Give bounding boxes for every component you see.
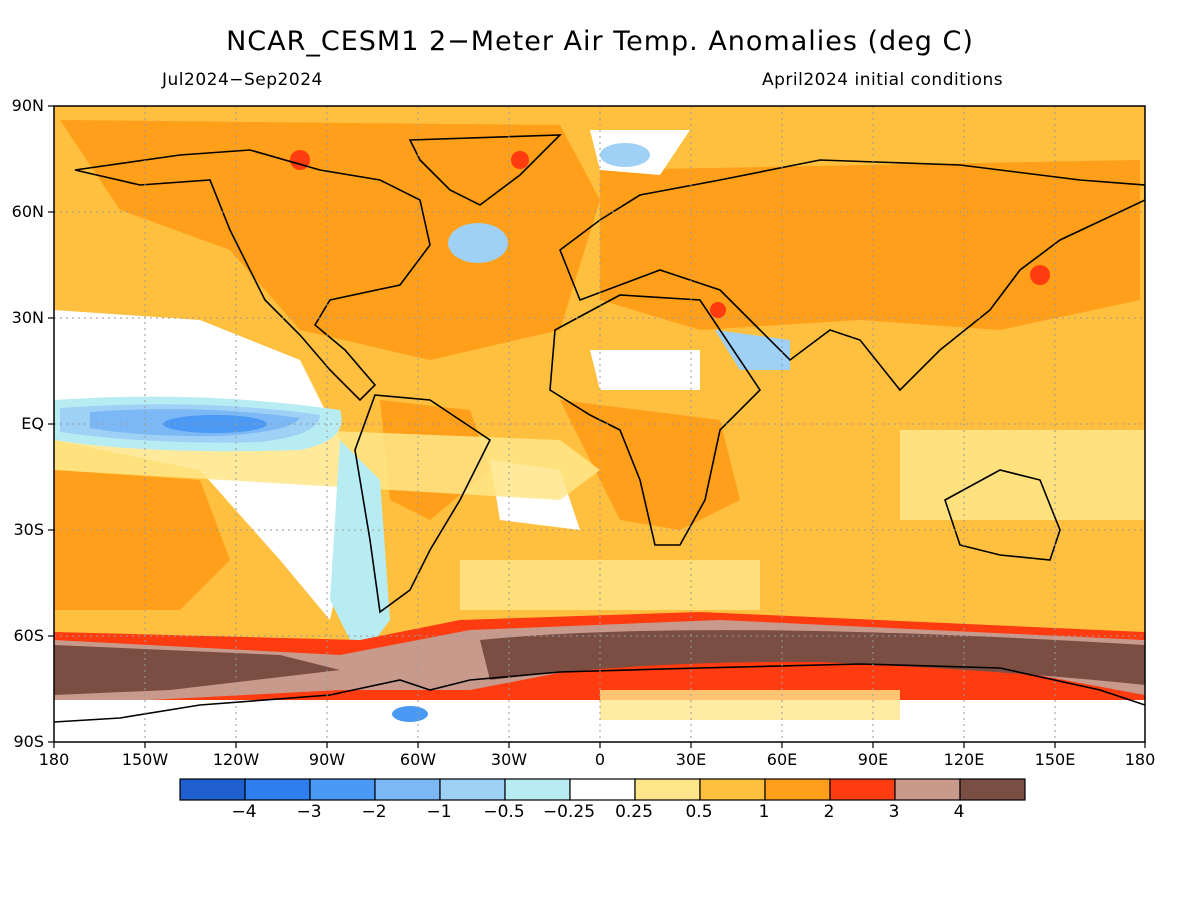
- lat-label-eq: EQ: [21, 414, 44, 433]
- lon-label-120e: 120E: [943, 750, 985, 769]
- anomaly-region: [448, 223, 508, 263]
- colorbar-label: −0.5: [483, 802, 525, 822]
- colorbar-swatch: [699, 778, 766, 801]
- colorbar-swatch: [374, 778, 441, 801]
- initial-conditions: April2024 initial conditions: [762, 70, 1004, 90]
- anomaly-region: [600, 143, 650, 167]
- anomaly-region: [600, 160, 1140, 330]
- anomaly-region: [330, 440, 390, 660]
- lat-label-60n: 60N: [11, 202, 44, 221]
- colorbar-label: 3: [888, 802, 900, 822]
- page-title: NCAR_CESM1 2−Meter Air Temp. Anomalies (…: [226, 26, 974, 57]
- colorbar-swatch: [179, 778, 246, 801]
- coastlines: [54, 134, 1145, 723]
- anomaly-region: [460, 560, 760, 610]
- anomaly-region: [590, 350, 700, 390]
- axis-ticks: [48, 105, 1146, 748]
- colorbar: [179, 778, 1026, 801]
- colorbar-label: 4: [953, 802, 965, 822]
- colorbar-swatch: [504, 778, 571, 801]
- colorbar-swatch: [959, 778, 1026, 801]
- lon-label-0: 0: [594, 750, 606, 769]
- lon-label-30w: 30W: [490, 750, 528, 769]
- lon-label-180e: 180: [1124, 750, 1156, 769]
- colorbar-label: 0.25: [615, 802, 653, 822]
- lon-label-60w: 60W: [399, 750, 437, 769]
- colorbar-swatch: [309, 778, 376, 801]
- anomaly-region: [710, 302, 726, 318]
- colorbar-label: −2: [361, 802, 387, 822]
- anomaly-region: [560, 400, 740, 530]
- anomaly-region: [54, 645, 340, 695]
- colorbar-swatch: [439, 778, 506, 801]
- lon-label-150w: 150W: [121, 750, 169, 769]
- anomaly-region: [511, 151, 529, 169]
- colorbar-label: 1: [758, 802, 770, 822]
- anomaly-region: [1030, 265, 1050, 285]
- lat-label-90s: 90S: [13, 732, 44, 751]
- lon-label-90w: 90W: [308, 750, 346, 769]
- colorbar-swatch: [244, 778, 311, 801]
- lat-label-90n: 90N: [11, 96, 44, 115]
- anomaly-region: [163, 415, 267, 433]
- lon-label-180w: 180: [38, 750, 70, 769]
- colorbar-label: 0.5: [685, 802, 713, 822]
- colorbar-swatch: [764, 778, 831, 801]
- anomaly-region: [392, 706, 428, 722]
- anomaly-region: [715, 330, 790, 370]
- colorbar-swatch: [569, 778, 636, 801]
- lat-label-60s: 60S: [13, 626, 44, 645]
- colorbar-label: −3: [296, 802, 322, 822]
- anomaly-region: [60, 120, 600, 360]
- colorbar-label: −4: [231, 802, 257, 822]
- lon-label-120w: 120W: [212, 750, 260, 769]
- colorbar-label: −1: [426, 802, 452, 822]
- forecast-period: Jul2024−Sep2024: [162, 70, 323, 90]
- anomaly-region: [480, 630, 1145, 685]
- colorbar-swatch: [634, 778, 701, 801]
- anomaly-region: [600, 690, 900, 720]
- lat-label-30s: 30S: [13, 520, 44, 539]
- colorbar-swatch: [829, 778, 896, 801]
- lat-label-30n: 30N: [11, 308, 44, 327]
- lon-label-150e: 150E: [1034, 750, 1076, 769]
- lon-label-30e: 30E: [675, 750, 707, 769]
- lon-label-90e: 90E: [857, 750, 889, 769]
- colorbar-swatch: [894, 778, 961, 801]
- colorbar-label: −0.25: [542, 802, 596, 822]
- anomaly-region: [54, 470, 230, 610]
- colorbar-label: 2: [823, 802, 835, 822]
- graticule: [54, 106, 1145, 742]
- anomaly-field: [54, 106, 1145, 742]
- lon-label-60e: 60E: [766, 750, 798, 769]
